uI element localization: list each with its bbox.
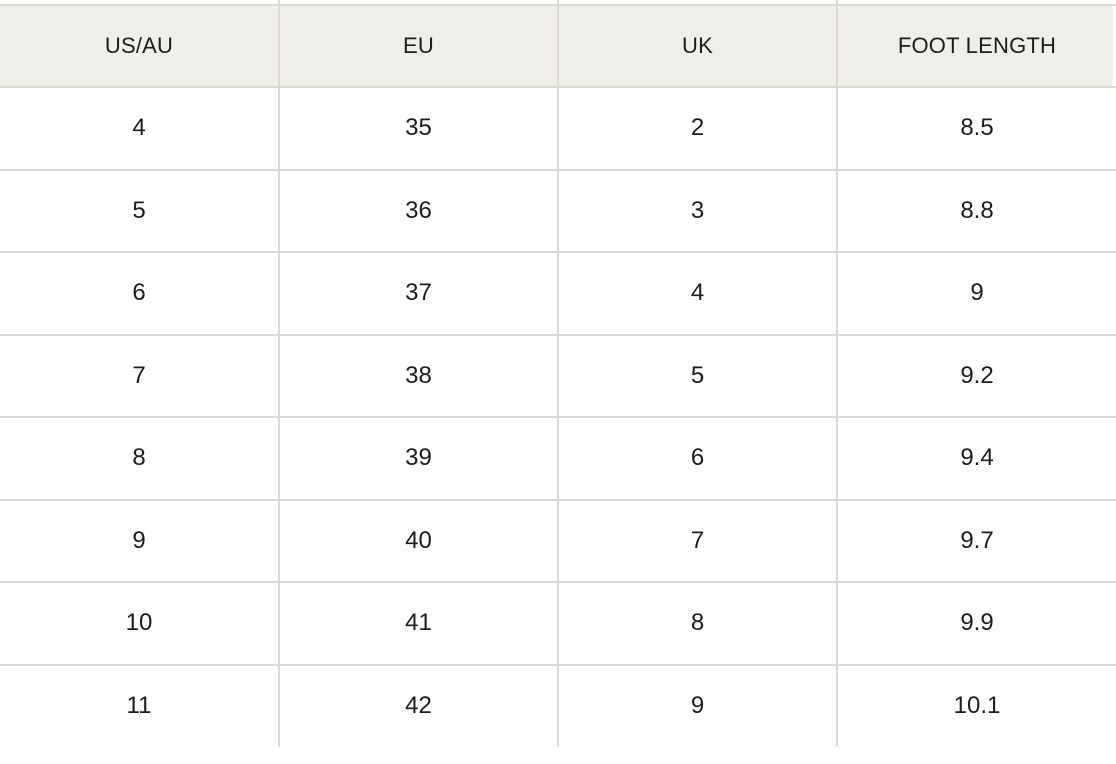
cell-us-au: 8 bbox=[0, 417, 279, 501]
clipped-top-row bbox=[0, 0, 1116, 5]
cell-eu: 36 bbox=[278, 169, 558, 253]
clipped-cell bbox=[278, 0, 558, 5]
cell-eu: 40 bbox=[278, 499, 558, 583]
column-header-us-au: US/AU bbox=[0, 4, 279, 88]
cell-foot-length: 9.2 bbox=[836, 334, 1116, 418]
cell-uk: 4 bbox=[557, 252, 837, 336]
cell-uk: 7 bbox=[557, 499, 837, 583]
cell-uk: 3 bbox=[557, 169, 837, 253]
table-body: 4 35 2 8.5 5 36 3 8.8 6 37 4 9 7 38 5 9.… bbox=[0, 87, 1116, 747]
cell-eu: 35 bbox=[278, 87, 558, 171]
table-row: 6 37 4 9 bbox=[0, 252, 1116, 336]
cell-foot-length: 9.4 bbox=[836, 417, 1116, 501]
table-row: 5 36 3 8.8 bbox=[0, 169, 1116, 253]
cell-us-au: 11 bbox=[0, 664, 279, 747]
cell-eu: 42 bbox=[278, 664, 558, 747]
table-row: 8 39 6 9.4 bbox=[0, 417, 1116, 501]
cell-us-au: 7 bbox=[0, 334, 279, 418]
table-row: 9 40 7 9.7 bbox=[0, 499, 1116, 583]
clipped-cell bbox=[836, 0, 1116, 5]
header-row: US/AU EU UK FOOT LENGTH bbox=[0, 4, 1116, 88]
cell-foot-length: 9.7 bbox=[836, 499, 1116, 583]
cell-uk: 9 bbox=[557, 664, 837, 747]
cell-uk: 5 bbox=[557, 334, 837, 418]
table-row: 11 42 9 10.1 bbox=[0, 664, 1116, 747]
table-row: 10 41 8 9.9 bbox=[0, 582, 1116, 666]
cell-uk: 8 bbox=[557, 582, 837, 666]
cell-uk: 2 bbox=[557, 87, 837, 171]
clipped-cell bbox=[557, 0, 837, 5]
table-row: 7 38 5 9.2 bbox=[0, 334, 1116, 418]
cell-us-au: 9 bbox=[0, 499, 279, 583]
cell-us-au: 5 bbox=[0, 169, 279, 253]
clipped-cell bbox=[0, 0, 279, 5]
cell-eu: 38 bbox=[278, 334, 558, 418]
column-header-foot-length: FOOT LENGTH bbox=[836, 4, 1116, 88]
cell-foot-length: 8.8 bbox=[836, 169, 1116, 253]
cell-foot-length: 8.5 bbox=[836, 87, 1116, 171]
cell-foot-length: 9 bbox=[836, 252, 1116, 336]
column-header-eu: EU bbox=[278, 4, 558, 88]
table-header: US/AU EU UK FOOT LENGTH bbox=[0, 0, 1116, 88]
cell-us-au: 6 bbox=[0, 252, 279, 336]
cell-eu: 39 bbox=[278, 417, 558, 501]
cell-foot-length: 10.1 bbox=[836, 664, 1116, 747]
cell-uk: 6 bbox=[557, 417, 837, 501]
column-header-uk: UK bbox=[557, 4, 837, 88]
size-chart-table: US/AU EU UK FOOT LENGTH 4 35 2 8.5 5 36 … bbox=[0, 0, 1116, 747]
table-row: 4 35 2 8.5 bbox=[0, 87, 1116, 171]
cell-eu: 37 bbox=[278, 252, 558, 336]
cell-us-au: 10 bbox=[0, 582, 279, 666]
cell-eu: 41 bbox=[278, 582, 558, 666]
cell-foot-length: 9.9 bbox=[836, 582, 1116, 666]
cell-us-au: 4 bbox=[0, 87, 279, 171]
